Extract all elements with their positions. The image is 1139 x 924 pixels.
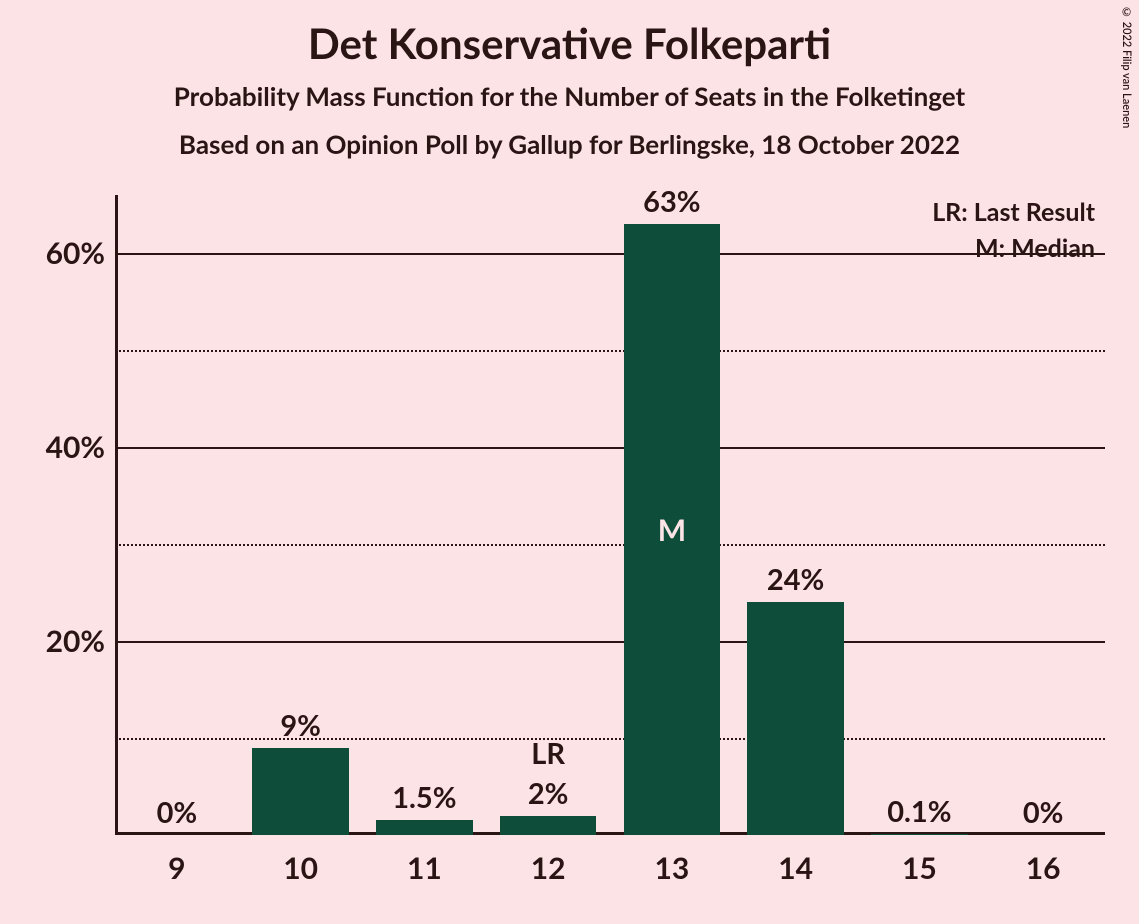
grid-minor bbox=[115, 544, 1105, 546]
x-tick-label: 10 bbox=[283, 850, 318, 886]
chart-plot-area: LR: Last Result M: Median 20%40%60%90%10… bbox=[115, 195, 1105, 835]
grid-major bbox=[115, 641, 1105, 643]
bar-annotation: LR bbox=[531, 736, 565, 771]
y-tick-label: 60% bbox=[46, 235, 105, 271]
bar-value-label: 0% bbox=[157, 795, 198, 830]
bar-value-label: 63% bbox=[643, 184, 700, 219]
x-tick-label: 16 bbox=[1026, 850, 1061, 886]
bar-value-label: 24% bbox=[767, 562, 824, 597]
bar bbox=[376, 820, 473, 835]
grid-major bbox=[115, 447, 1105, 449]
bar-value-label: 9% bbox=[280, 708, 321, 743]
y-tick-label: 20% bbox=[46, 623, 105, 659]
chart-subtitle-2: Based on an Opinion Poll by Gallup for B… bbox=[0, 128, 1139, 160]
bar-value-label: 1.5% bbox=[392, 780, 456, 815]
grid-major bbox=[115, 253, 1105, 255]
x-tick-label: 13 bbox=[654, 850, 689, 886]
x-tick-label: 9 bbox=[168, 850, 185, 886]
x-tick-label: 12 bbox=[531, 850, 566, 886]
copyright-text: © 2022 Filip van Laenen bbox=[1120, 6, 1133, 128]
y-tick-label: 40% bbox=[46, 429, 105, 465]
bar bbox=[500, 816, 597, 835]
bar-value-label: 0% bbox=[1023, 795, 1064, 830]
grid-minor bbox=[115, 738, 1105, 740]
bar-inner-label: M bbox=[658, 512, 686, 548]
bar bbox=[252, 748, 349, 835]
chart-title: Det Konservative Folkeparti bbox=[0, 18, 1139, 68]
bar bbox=[747, 602, 844, 835]
chart-subtitle-1: Probability Mass Function for the Number… bbox=[0, 80, 1139, 112]
legend-last-result: LR: Last Result bbox=[932, 197, 1095, 227]
x-tick-label: 15 bbox=[902, 850, 937, 886]
bar-value-label: 2% bbox=[528, 776, 569, 811]
grid-minor bbox=[115, 350, 1105, 352]
x-tick-label: 11 bbox=[407, 850, 442, 886]
bar bbox=[871, 834, 968, 835]
x-tick-label: 14 bbox=[778, 850, 813, 886]
bar-value-label: 0.1% bbox=[887, 794, 951, 829]
legend-median: M: Median bbox=[975, 233, 1095, 263]
